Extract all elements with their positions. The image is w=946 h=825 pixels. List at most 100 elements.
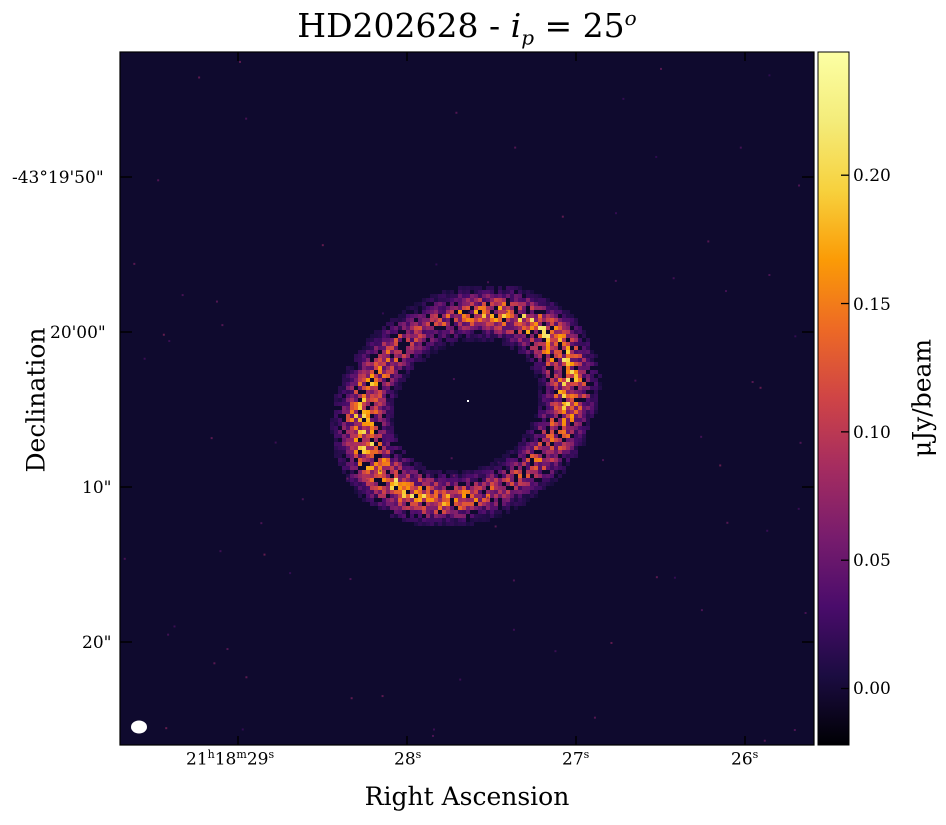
ring-pixel — [358, 462, 362, 466]
ring-pixel — [374, 398, 378, 402]
ring-pixel — [434, 522, 438, 526]
ring-pixel — [402, 354, 406, 358]
ring-pixel — [458, 310, 462, 314]
noise-pixel — [768, 74, 771, 77]
ring-pixel — [534, 298, 538, 302]
ring-pixel — [330, 430, 334, 434]
ring-pixel — [534, 342, 538, 346]
colorbar-ticks — [841, 174, 849, 690]
ring-pixel — [390, 470, 394, 474]
ring-pixel — [506, 334, 510, 338]
ring-pixel — [410, 514, 414, 518]
ring-pixel — [478, 514, 482, 518]
ring-pixel — [382, 462, 386, 466]
ring-pixel — [558, 430, 562, 434]
ring-pixel — [554, 330, 558, 334]
noise-pixel — [123, 557, 126, 560]
ring-pixel — [366, 430, 370, 434]
ring-pixel — [510, 342, 514, 346]
ring-pixel — [542, 346, 546, 350]
ring-pixel — [546, 462, 550, 466]
ring-pixel — [510, 322, 514, 326]
ring-pixel — [474, 486, 478, 490]
ring-pixel — [546, 402, 550, 406]
ring-pixel — [370, 410, 374, 414]
ring-pixel — [574, 382, 578, 386]
ring-pixel — [458, 510, 462, 514]
ring-pixel — [418, 334, 422, 338]
ring-pixel — [398, 366, 402, 370]
ring-pixel — [466, 502, 470, 506]
ring-pixel — [454, 338, 458, 342]
ring-pixel — [546, 342, 550, 346]
ring-pixel — [362, 402, 366, 406]
ring-pixel — [446, 334, 450, 338]
ring-pixel — [418, 518, 422, 522]
ring-pixel — [510, 502, 514, 506]
ring-pixel — [546, 474, 550, 478]
ring-pixel — [494, 330, 498, 334]
ring-pixel — [382, 398, 386, 402]
ring-pixel — [578, 386, 582, 390]
ring-pixel — [502, 478, 506, 482]
ring-pixel — [526, 462, 530, 466]
ring-pixel — [346, 466, 350, 470]
ring-pixel — [470, 470, 474, 474]
ring-pixel — [510, 450, 514, 454]
ring-pixel — [474, 478, 478, 482]
ring-pixel — [538, 366, 542, 370]
ring-pixel — [490, 298, 494, 302]
ring-pixel — [546, 334, 550, 338]
ring-pixel — [466, 334, 470, 338]
ring-pixel — [434, 478, 438, 482]
ring-pixel — [482, 318, 486, 322]
ring-pixel — [578, 326, 582, 330]
ring-pixel — [382, 422, 386, 426]
ring-pixel — [506, 510, 510, 514]
ring-pixel — [442, 330, 446, 334]
ring-pixel — [486, 338, 490, 342]
ring-pixel — [542, 426, 546, 430]
ring-pixel — [518, 466, 522, 470]
ring-pixel — [470, 330, 474, 334]
ring-pixel — [546, 382, 550, 386]
noise-pixel — [751, 380, 754, 383]
ring-pixel — [514, 458, 518, 462]
ring-pixel — [478, 294, 482, 298]
ring-pixel — [546, 478, 550, 482]
ring-pixel — [478, 470, 482, 474]
ring-pixel — [554, 434, 558, 438]
ring-pixel — [370, 470, 374, 474]
ring-pixel — [458, 334, 462, 338]
ring-pixel — [362, 422, 366, 426]
noise-pixel — [659, 67, 662, 70]
ring-pixel — [542, 370, 546, 374]
ring-pixel — [422, 490, 426, 494]
ring-pixel — [566, 442, 570, 446]
ring-pixel — [474, 498, 478, 502]
ring-pixel — [410, 470, 414, 474]
ring-pixel — [550, 414, 554, 418]
ring-pixel — [382, 330, 386, 334]
ring-pixel — [334, 438, 338, 442]
ring-pixel — [546, 446, 550, 450]
ring-pixel — [482, 326, 486, 330]
ring-pixel — [550, 410, 554, 414]
ring-pixel — [386, 450, 390, 454]
ring-pixel — [538, 322, 542, 326]
ring-pixel — [378, 506, 382, 510]
ring-pixel — [490, 470, 494, 474]
ring-pixel — [518, 326, 522, 330]
ring-pixel — [546, 386, 550, 390]
ring-pixel — [378, 398, 382, 402]
ring-pixel — [470, 322, 474, 326]
ring-pixel — [382, 450, 386, 454]
ring-pixel — [546, 410, 550, 414]
ring-pixel — [470, 514, 474, 518]
ring-pixel — [374, 410, 378, 414]
ring-pixel — [354, 390, 358, 394]
ring-pixel — [562, 470, 566, 474]
ring-pixel — [398, 474, 402, 478]
ring-pixel — [514, 490, 518, 494]
ring-pixel — [530, 350, 534, 354]
